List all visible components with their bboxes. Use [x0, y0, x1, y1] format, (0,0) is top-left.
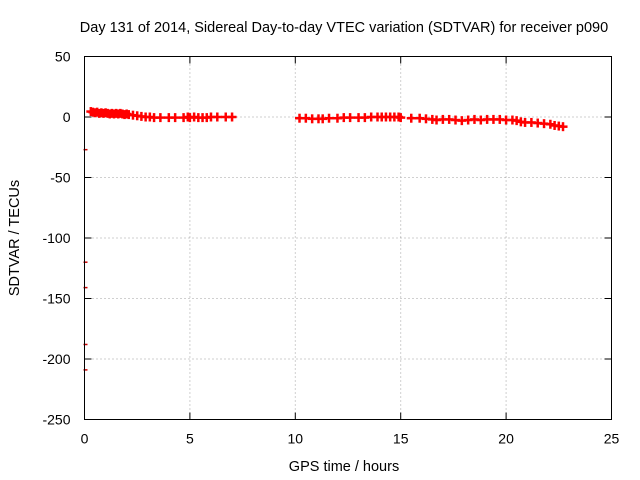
x-tick-label: 20 — [498, 431, 514, 447]
data-series — [86, 107, 568, 132]
x-tick-label: 25 — [604, 431, 620, 447]
x-axis: 0 5 10 15 20 25 — [81, 56, 620, 447]
data-point — [155, 113, 165, 123]
y-tick-label: -250 — [42, 412, 70, 428]
data-point — [170, 113, 180, 123]
x-tick-label: 0 — [81, 431, 89, 447]
data-point — [212, 112, 222, 122]
y-tick-label: -200 — [42, 351, 70, 367]
y-tick-label: 50 — [55, 49, 71, 65]
y-tick-label: -100 — [42, 230, 70, 246]
plot-frame — [84, 56, 612, 420]
y-axis-label: SDTVAR / TECUs — [7, 180, 23, 296]
data-point — [345, 113, 355, 123]
x-tick-label: 5 — [186, 431, 194, 447]
y-tick-label: -150 — [42, 291, 70, 307]
data-point — [227, 112, 237, 122]
data-point — [324, 113, 334, 123]
y-tick-label: -50 — [50, 170, 70, 186]
x-tick-label: 15 — [393, 431, 409, 447]
data-point — [396, 113, 406, 123]
chart-title: Day 131 of 2014, Sidereal Day-to-day VTE… — [80, 20, 608, 36]
y-tick-label: 0 — [63, 109, 71, 125]
data-point — [558, 122, 568, 132]
x-axis-label: GPS time / hours — [289, 459, 399, 475]
data-point — [406, 113, 416, 123]
x-tick-label: 10 — [288, 431, 304, 447]
